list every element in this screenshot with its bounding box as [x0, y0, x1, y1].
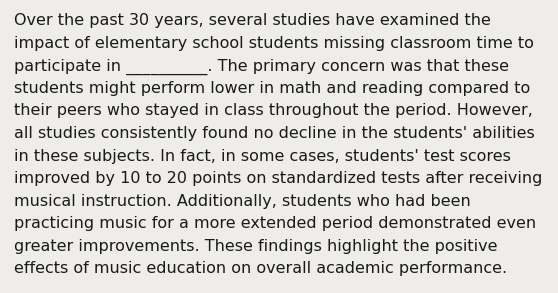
Text: effects of music education on overall academic performance.: effects of music education on overall ac… [14, 261, 507, 276]
Text: Over the past 30 years, several studies have examined the: Over the past 30 years, several studies … [14, 13, 491, 28]
Text: improved by 10 to 20 points on standardized tests after receiving: improved by 10 to 20 points on standardi… [14, 171, 542, 186]
Text: in these subjects. In fact, in some cases, students' test scores: in these subjects. In fact, in some case… [14, 149, 511, 163]
Text: impact of elementary school students missing classroom time to: impact of elementary school students mis… [14, 36, 534, 51]
Text: greater improvements. These findings highlight the positive: greater improvements. These findings hig… [14, 239, 497, 254]
Text: all studies consistently found no decline in the students' abilities: all studies consistently found no declin… [14, 126, 535, 141]
Text: students might perform lower in math and reading compared to: students might perform lower in math and… [14, 81, 530, 96]
Text: participate in __________. The primary concern was that these: participate in __________. The primary c… [14, 58, 509, 74]
Text: practicing music for a more extended period demonstrated even: practicing music for a more extended per… [14, 216, 536, 231]
Text: their peers who stayed in class throughout the period. However,: their peers who stayed in class througho… [14, 103, 533, 118]
Text: musical instruction. Additionally, students who had been: musical instruction. Additionally, stude… [14, 194, 471, 209]
